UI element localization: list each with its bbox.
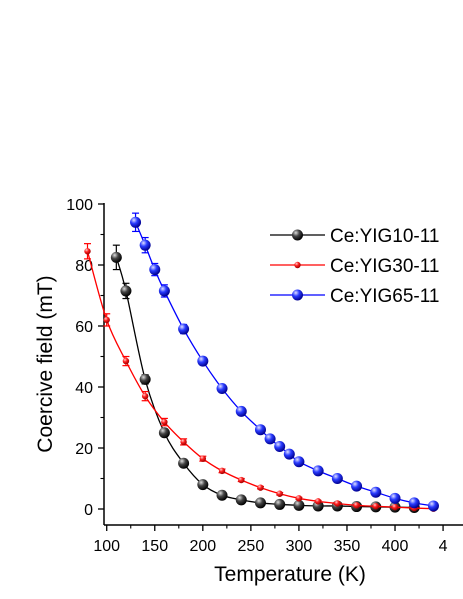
data-point: [178, 457, 190, 469]
data-point: [197, 355, 209, 367]
data-point: [122, 357, 130, 365]
data-point: [351, 480, 363, 492]
legend-label: Ce:YIG65-11: [330, 286, 439, 307]
data-point: [216, 383, 228, 395]
data-point: [178, 323, 190, 335]
data-point: [149, 264, 161, 276]
x-tick-label: 200: [189, 538, 216, 555]
data-point: [257, 484, 264, 491]
data-point: [141, 392, 149, 400]
data-point: [84, 248, 91, 255]
data-point: [139, 239, 151, 251]
data-point: [370, 486, 382, 498]
data-point: [254, 497, 266, 509]
data-point: [314, 498, 322, 505]
data-point: [353, 502, 360, 509]
legend-label: Ce:YIG10-11: [330, 226, 439, 247]
data-point: [427, 500, 439, 512]
x-tick-label: 4: [439, 538, 448, 555]
data-point: [264, 433, 276, 445]
data-point: [218, 467, 226, 475]
data-point: [391, 503, 399, 511]
data-point: [274, 498, 286, 510]
data-point: [293, 499, 305, 511]
data-point: [389, 492, 401, 504]
y-tick-label: 80: [75, 258, 93, 275]
data-point: [139, 373, 151, 385]
x-tick-label: 100: [93, 538, 120, 555]
x-tick-label: 250: [238, 538, 265, 555]
x-tick-label: 300: [286, 538, 313, 555]
data-point: [334, 500, 341, 507]
legend: Ce:YIG10-11 Ce:YIG30-11 Ce:YIG65-11: [270, 226, 439, 307]
data-point: [110, 251, 122, 263]
data-point: [408, 497, 420, 509]
x-tick-label: 350: [334, 538, 361, 555]
data-point: [274, 440, 286, 452]
legend-marker: [294, 261, 301, 269]
data-point: [238, 476, 245, 484]
data-point: [130, 216, 142, 228]
data-point: [180, 438, 187, 446]
x-tick-label: 150: [141, 538, 168, 555]
data-point: [293, 456, 305, 468]
data-point: [372, 503, 379, 510]
legend-marker: [292, 229, 303, 241]
series-Ce:YIG30-11: [84, 243, 437, 512]
data-point: [161, 418, 168, 426]
x-axis-label: Temperature (K): [214, 563, 366, 586]
data-point: [158, 285, 170, 297]
data-point: [199, 455, 207, 462]
series-layer: [84, 212, 439, 513]
data-point: [295, 495, 303, 502]
data-point: [283, 448, 295, 460]
y-tick-label: 100: [66, 197, 93, 214]
data-point: [103, 316, 110, 324]
data-point: [216, 489, 228, 501]
data-point: [254, 424, 266, 436]
y-tick-label: 40: [75, 380, 93, 397]
x-tick-label: 400: [382, 538, 409, 555]
data-point: [235, 405, 247, 417]
y-tick-label: 20: [75, 441, 93, 458]
data-point: [197, 479, 209, 491]
legend-item: Ce:YIG30-11: [270, 256, 439, 277]
data-point: [235, 494, 247, 506]
series-Ce:YIG10-11: [110, 244, 420, 513]
legend-item: Ce:YIG10-11: [270, 226, 439, 247]
legend-item: Ce:YIG65-11: [270, 286, 439, 307]
legend-marker: [292, 289, 303, 301]
series-Ce:YIG65-11: [130, 212, 439, 512]
data-point: [276, 490, 283, 497]
y-tick-label: 0: [84, 502, 93, 519]
legend-label: Ce:YIG30-11: [330, 256, 439, 277]
data-point: [331, 473, 343, 484]
y-axis-label: Coercive field (mT): [34, 275, 57, 452]
data-point: [158, 427, 170, 439]
y-tick-label: 60: [75, 319, 93, 336]
data-point: [120, 285, 132, 297]
data-point: [312, 465, 324, 477]
data-point: [312, 500, 324, 512]
